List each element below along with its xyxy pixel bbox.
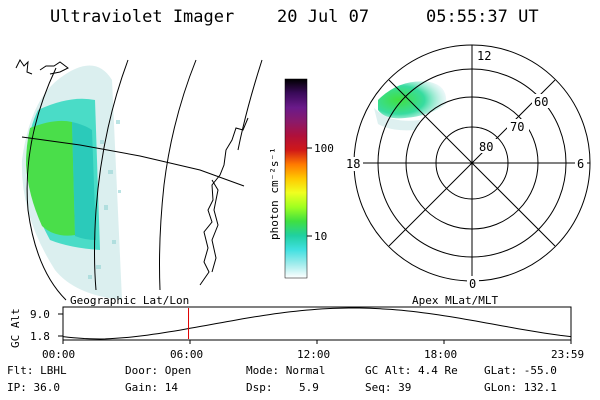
geographic-panel-label: Geographic Lat/Lon (70, 294, 189, 307)
instrument-title: Ultraviolet Imager (50, 7, 235, 27)
time-label-2359: 23:59 (551, 348, 584, 361)
altitude-tick-high: 9.0 (30, 308, 50, 321)
time-axis-ticks (62, 340, 572, 344)
altitude-tick-low: 1.8 (30, 330, 50, 343)
image-date: 20 Jul 07 (277, 7, 370, 27)
mlat-label-80: 80 (479, 140, 493, 154)
aurora-band-core (26, 120, 75, 236)
altitude-axis-label: GC Alt (9, 308, 22, 348)
glat-status: GLat: -55.0 (484, 364, 557, 377)
time-label-1200: 12:00 (297, 348, 330, 361)
image-time: 05:55:37 UT (426, 7, 539, 27)
dsp-status: Dsp: 5.9 (246, 381, 319, 394)
time-label-1800: 18:00 (424, 348, 457, 361)
gc-alt-status: GC Alt: 4.4 Re (365, 364, 458, 377)
apex-panel-label: Apex MLat/MLT (412, 294, 498, 307)
longitude-line-1 (26, 67, 67, 301)
aurora-band-edge (72, 122, 96, 240)
altitude-strip: GC Alt 9.0 1.8 00:00 06:00 12:00 18:00 2… (9, 306, 584, 361)
colorbar-tick-10: 10 (314, 230, 327, 243)
filter-status: Flt: LBHL (7, 364, 67, 377)
altitude-strip-frame (62, 306, 572, 341)
polar-meridian-diag-2 (388, 79, 556, 247)
coastline-right (199, 117, 249, 286)
door-status: Door: Open (125, 364, 192, 377)
mlt-label-12: 12 (477, 49, 491, 63)
geographic-image-panel (15, 59, 263, 301)
mlat-label-70: 70 (510, 120, 524, 134)
mlt-label-6: 6 (577, 157, 584, 171)
glon-status: GLon: 132.1 (484, 381, 557, 394)
polar-aurora-haze (374, 108, 420, 131)
aurora-speckle (88, 120, 121, 279)
longitude-line-4 (237, 59, 263, 151)
colorbar-unit-label: photon cm⁻²s⁻¹ (268, 147, 281, 240)
coastline-top-left (15, 59, 69, 75)
colorbar: 100 10 photon cm⁻²s⁻¹ (268, 78, 334, 279)
time-label-0600: 06:00 (170, 348, 203, 361)
ip-status: IP: 36.0 (7, 381, 60, 394)
latitude-line (21, 136, 245, 187)
gain-status: Gain: 14 (125, 381, 178, 394)
colorbar-scale (284, 78, 308, 279)
polar-plot: 60 70 80 12 0 18 6 (345, 44, 591, 291)
time-label-0000: 00:00 (42, 348, 75, 361)
mlt-label-18: 18 (346, 157, 360, 171)
mode-status: Mode: Normal (246, 364, 326, 377)
longitude-line-3 (159, 59, 197, 291)
longitude-line-2 (94, 59, 129, 291)
colorbar-tick-100: 100 (314, 142, 334, 155)
mlt-label-0: 0 (469, 277, 476, 291)
altitude-curve (62, 307, 572, 340)
mlat-label-60: 60 (534, 95, 548, 109)
seq-status: Seq: 39 (365, 381, 412, 394)
